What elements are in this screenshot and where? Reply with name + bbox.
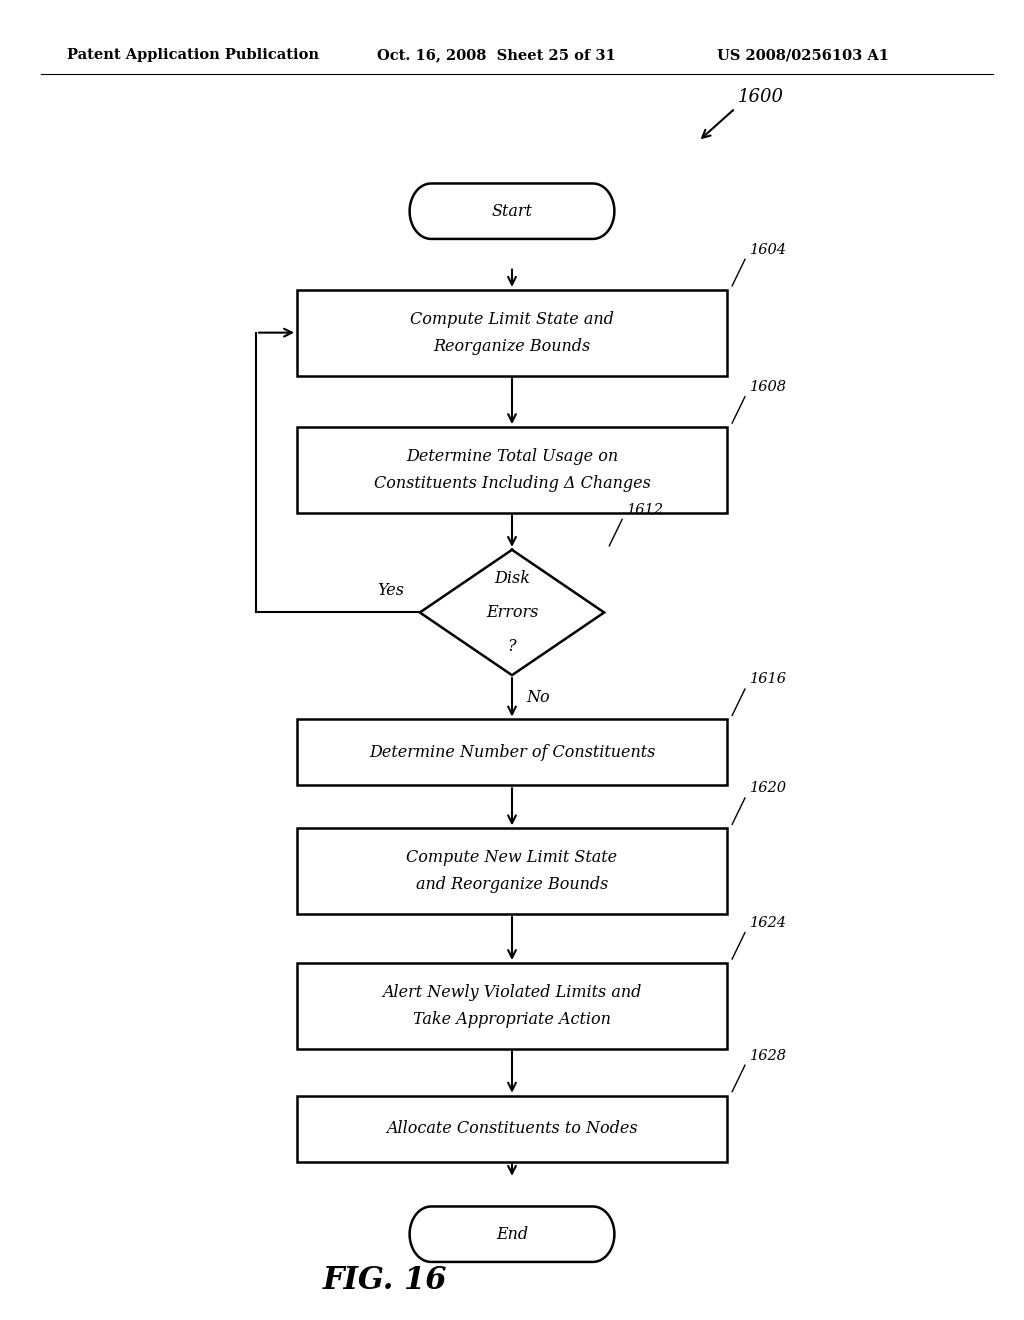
Text: No: No xyxy=(526,689,550,706)
Text: Compute Limit State and: Compute Limit State and xyxy=(410,310,614,327)
Text: Errors: Errors xyxy=(485,605,539,620)
Text: Yes: Yes xyxy=(378,582,404,599)
Bar xyxy=(297,964,727,1048)
Text: Disk: Disk xyxy=(494,570,530,586)
Text: Take Appropriate Action: Take Appropriate Action xyxy=(413,1011,611,1028)
Text: FIG. 16: FIG. 16 xyxy=(323,1266,447,1296)
Text: Compute New Limit State: Compute New Limit State xyxy=(407,849,617,866)
Text: US 2008/0256103 A1: US 2008/0256103 A1 xyxy=(717,49,889,62)
Text: Constituents Including Δ Changes: Constituents Including Δ Changes xyxy=(374,475,650,492)
Text: 1616: 1616 xyxy=(750,672,787,686)
Bar xyxy=(297,829,727,913)
Text: 1624: 1624 xyxy=(750,916,787,929)
Bar xyxy=(297,719,727,785)
Text: 1620: 1620 xyxy=(750,781,787,795)
Text: 1608: 1608 xyxy=(750,380,787,393)
Text: ?: ? xyxy=(508,639,516,655)
Text: Allocate Constituents to Nodes: Allocate Constituents to Nodes xyxy=(386,1121,638,1137)
Text: Reorganize Bounds: Reorganize Bounds xyxy=(433,338,591,355)
Bar xyxy=(297,426,727,512)
Text: and Reorganize Bounds: and Reorganize Bounds xyxy=(416,876,608,894)
Text: Start: Start xyxy=(492,203,532,219)
PathPatch shape xyxy=(410,1206,614,1262)
Bar xyxy=(297,1096,727,1162)
Text: Determine Total Usage on: Determine Total Usage on xyxy=(406,447,618,465)
Text: 1600: 1600 xyxy=(737,87,783,106)
Text: 1604: 1604 xyxy=(750,243,787,256)
Text: Determine Number of Constituents: Determine Number of Constituents xyxy=(369,744,655,760)
Bar xyxy=(297,290,727,375)
Text: End: End xyxy=(496,1226,528,1242)
Text: Alert Newly Violated Limits and: Alert Newly Violated Limits and xyxy=(382,983,642,1001)
Text: Oct. 16, 2008  Sheet 25 of 31: Oct. 16, 2008 Sheet 25 of 31 xyxy=(377,49,615,62)
PathPatch shape xyxy=(410,183,614,239)
Text: 1612: 1612 xyxy=(627,503,665,516)
Text: 1628: 1628 xyxy=(750,1048,787,1063)
Text: Patent Application Publication: Patent Application Publication xyxy=(67,49,318,62)
